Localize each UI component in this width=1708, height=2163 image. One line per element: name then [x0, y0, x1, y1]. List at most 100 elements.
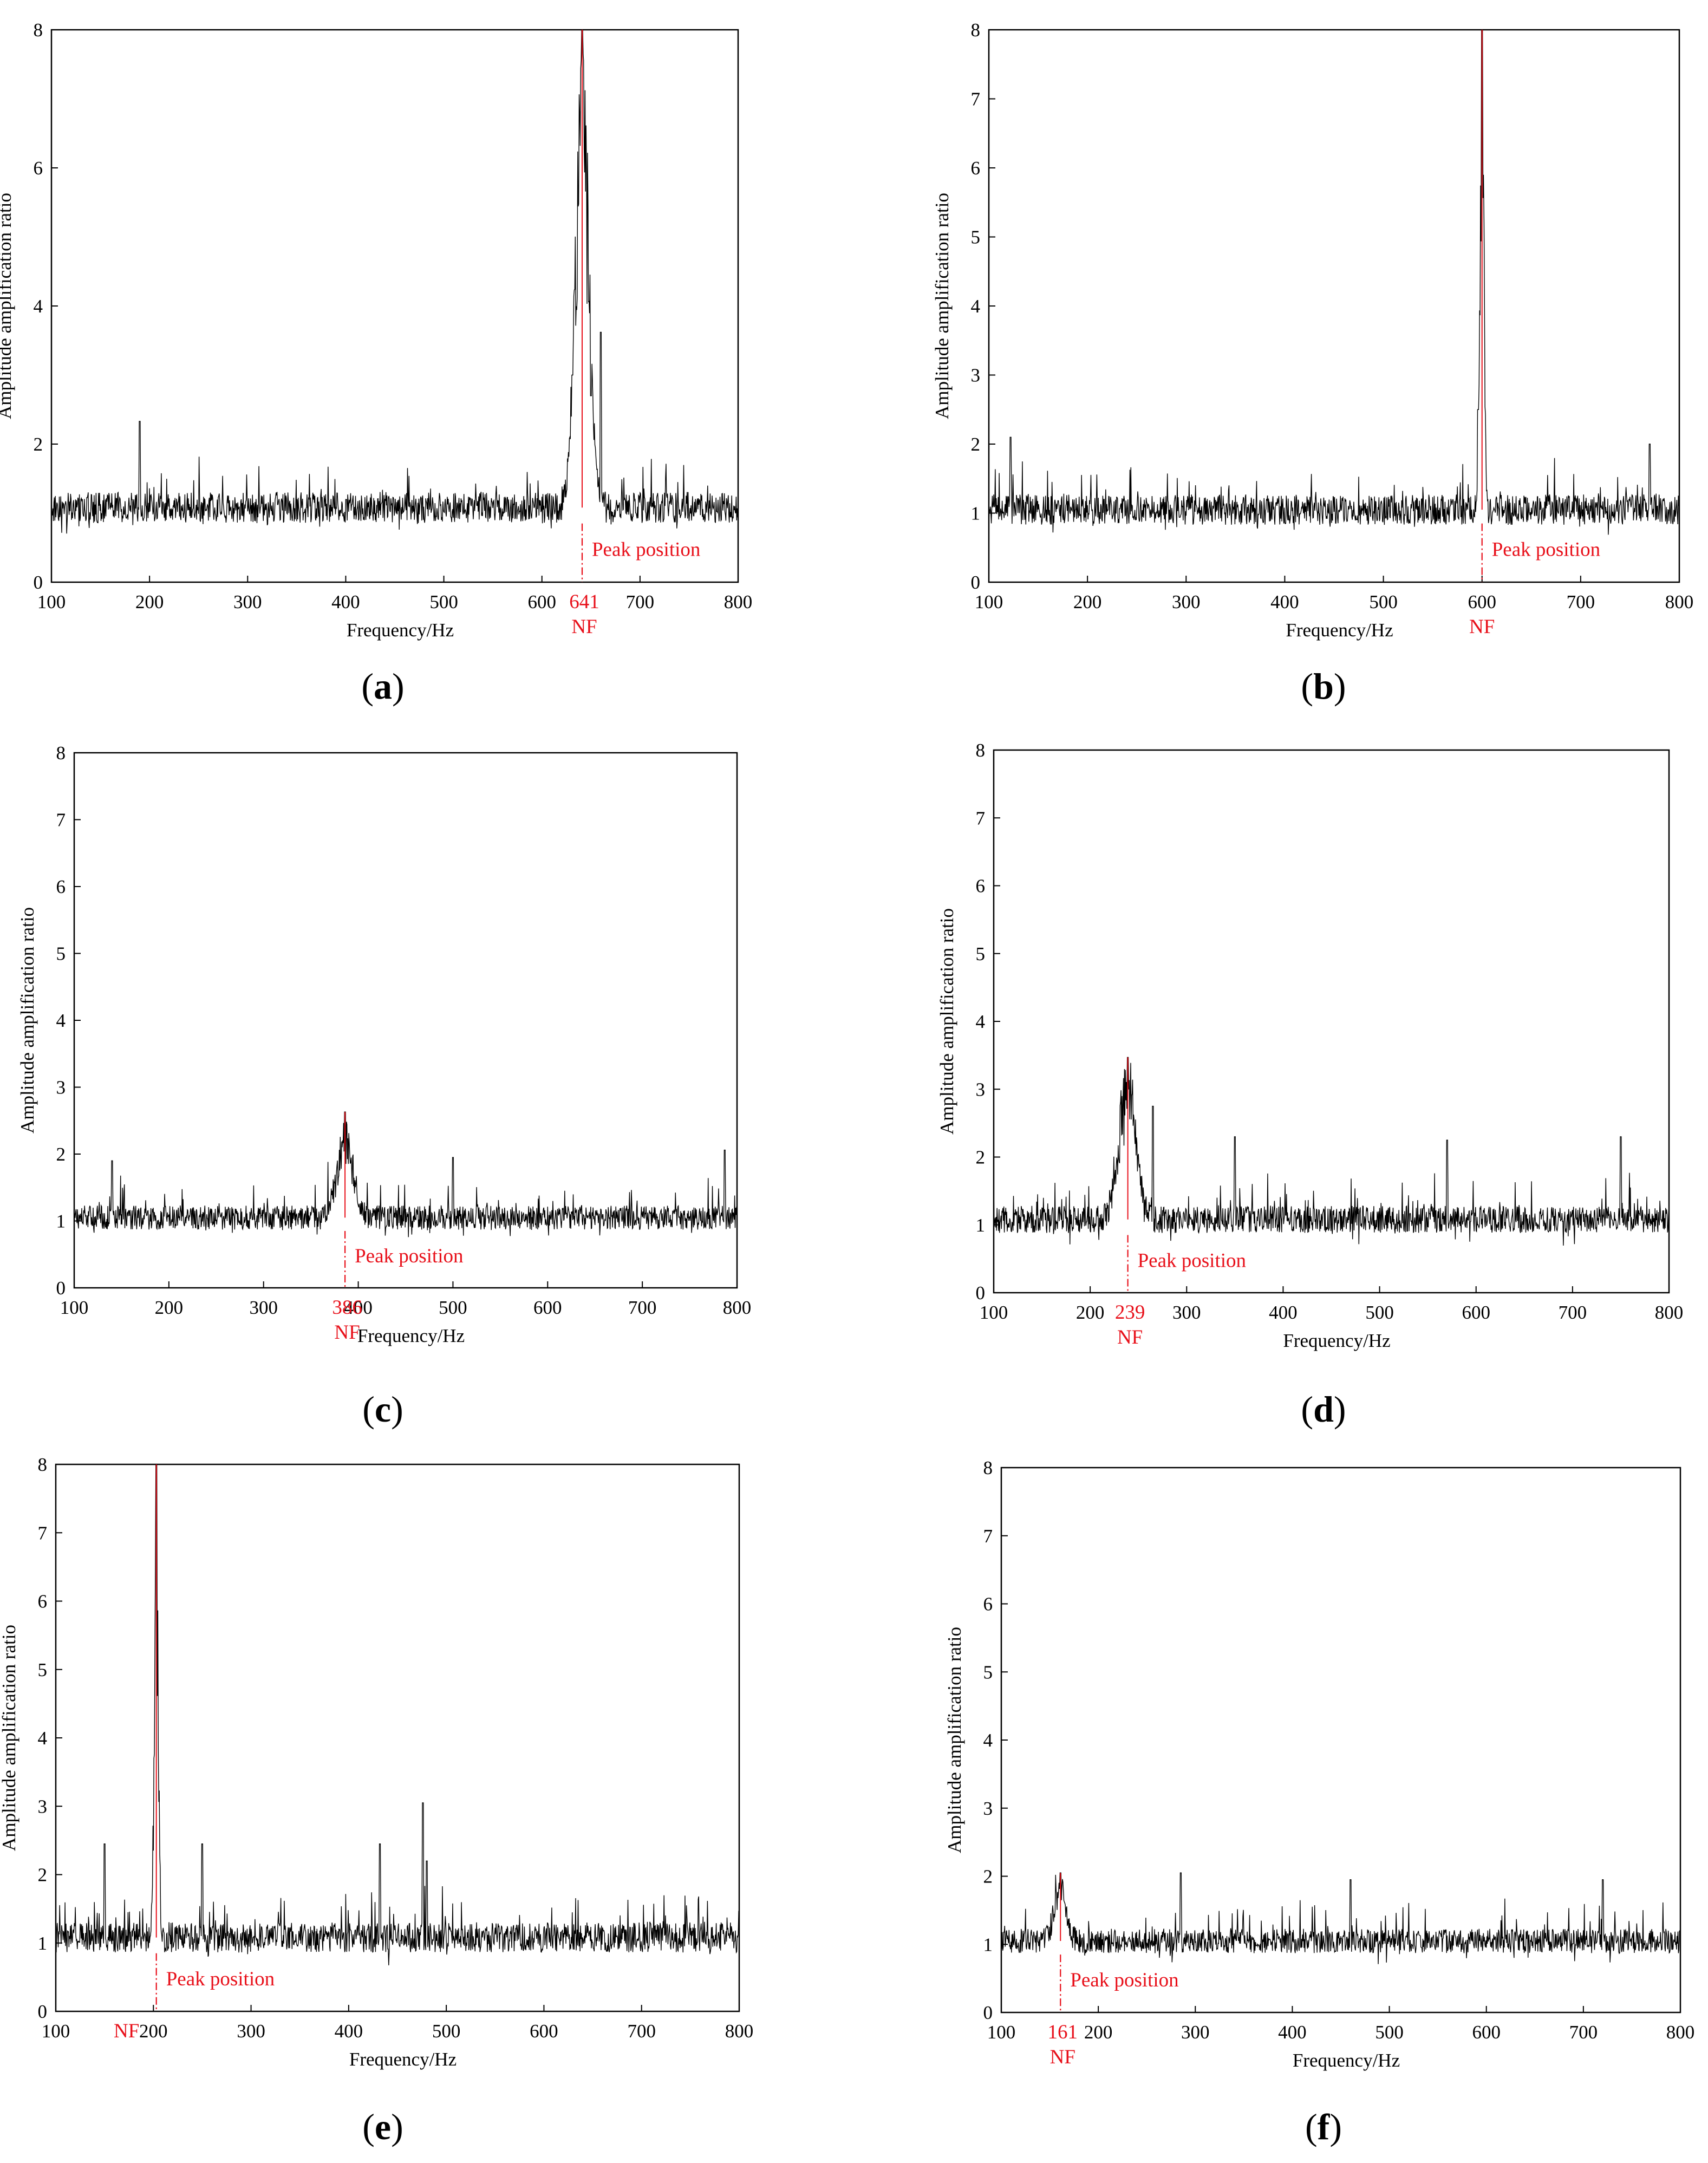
- peak-position-label: Peak position: [1138, 1249, 1246, 1272]
- y-tick-label: 8: [983, 1457, 993, 1478]
- y-tick-label: 7: [56, 810, 66, 831]
- y-tick-label: 5: [971, 227, 981, 248]
- x-tick-label: 200: [135, 591, 164, 613]
- x-tick-label: 800: [723, 1297, 752, 1318]
- x-tick-label: 500: [432, 2021, 461, 2042]
- y-tick-label: 5: [56, 943, 66, 965]
- y-axis-title: Amplitude amplification ratio: [931, 193, 953, 419]
- y-tick-label: 5: [983, 1662, 993, 1683]
- panel-caption: (d): [1301, 1389, 1346, 1430]
- spectrum-series: [988, 29, 1680, 535]
- x-axis-title: Frequency/Hz: [357, 1325, 465, 1346]
- x-axis-title: Frequency/Hz: [1293, 2050, 1400, 2071]
- x-axis-title: Frequency/Hz: [347, 620, 454, 641]
- y-tick-label: 6: [38, 1591, 48, 1612]
- y-tick-label: 8: [38, 1454, 48, 1475]
- y-axis-title: Amplitude amplification ratio: [0, 1625, 19, 1851]
- chart-panel-d: 100 200 300 400 500 600 700 800 0 1 2 3 4 5 6 7 8 Frequen…: [936, 740, 1683, 1430]
- x-tick-label: 100: [37, 591, 66, 613]
- x-tick-label: 200: [139, 2021, 168, 2042]
- y-tick-label: 4: [971, 296, 981, 317]
- x-tick-label: 600: [1462, 1302, 1490, 1323]
- x-tick-label: 500: [439, 1297, 467, 1318]
- x-tick-label: 700: [1559, 1302, 1587, 1323]
- spectrum-series: [51, 29, 739, 534]
- x-tick-label: 100: [975, 591, 1003, 613]
- x-tick-label: 700: [1569, 2022, 1598, 2043]
- x-tick-label: 600: [527, 591, 556, 613]
- x-tick-label: 400: [344, 1297, 373, 1318]
- y-tick-label: 6: [971, 158, 981, 179]
- peak-frequency-label: 239: [1115, 1301, 1145, 1324]
- y-tick-label: 2: [983, 1866, 993, 1887]
- y-tick-label: 3: [983, 1798, 993, 1819]
- x-tick-label: 100: [60, 1297, 89, 1318]
- spectrum-series: [55, 1464, 740, 1966]
- x-tick-label: 800: [1655, 1302, 1684, 1323]
- y-axis-title: Amplitude amplification ratio: [944, 1627, 965, 1853]
- y-tick-label: 8: [56, 742, 66, 764]
- y-tick-label: 1: [983, 1934, 993, 1955]
- x-tick-label: 800: [1666, 2022, 1695, 2043]
- y-tick-label: 2: [34, 434, 43, 455]
- chart-panel-e: 100 200 300 400 500 600 700 800 0 1 2 3 4 5 6 7 8 Frequen…: [0, 1454, 753, 2147]
- y-axis-title: Amplitude amplification ratio: [0, 193, 15, 419]
- spectrum-series: [1001, 1872, 1681, 1964]
- x-tick-label: 300: [249, 1297, 278, 1318]
- panel-caption: (a): [361, 666, 404, 707]
- y-tick-label: 7: [983, 1526, 993, 1547]
- x-tick-label: 700: [626, 591, 655, 613]
- x-tick-label: 100: [42, 2021, 70, 2042]
- y-tick-label: 4: [976, 1011, 986, 1032]
- x-tick-label: 100: [980, 1302, 1008, 1323]
- x-tick-label: 400: [335, 2021, 363, 2042]
- x-tick-label: 500: [1375, 2022, 1404, 2043]
- y-tick-label: 3: [971, 365, 981, 386]
- nf-label: NF: [114, 2020, 139, 2042]
- panel-caption: (f): [1305, 2106, 1342, 2147]
- y-tick-label: 0: [56, 1278, 66, 1299]
- y-tick-label: 1: [971, 503, 981, 524]
- peak-frequency-label: 386: [332, 1297, 362, 1319]
- panel-caption: (c): [362, 1389, 403, 1430]
- x-axis-title: Frequency/Hz: [349, 2049, 457, 2070]
- y-tick-label: 7: [971, 89, 981, 110]
- y-tick-label: 2: [56, 1144, 66, 1165]
- x-tick-label: 500: [429, 591, 458, 613]
- x-tick-label: 400: [1269, 1302, 1298, 1323]
- y-tick-label: 4: [34, 296, 43, 317]
- x-tick-label: 200: [1076, 1302, 1105, 1323]
- x-tick-label: 200: [1073, 591, 1102, 613]
- y-tick-label: 5: [976, 943, 986, 965]
- y-tick-label: 1: [976, 1215, 986, 1236]
- y-tick-label: 6: [34, 158, 43, 179]
- peak-position-label: Peak position: [166, 1968, 275, 1990]
- x-tick-label: 300: [237, 2021, 265, 2042]
- chart-panel-a: 100 200 300 400 500 600 700 800 0 2 4 6 8 Frequency/H…: [0, 19, 752, 707]
- peak-position-label: Peak position: [355, 1245, 463, 1267]
- y-tick-label: 0: [971, 572, 981, 593]
- chart-panel-b: 100 200 300 400 500 600 700 800 0 1 2 3 4 5 6 7 8 Frequen…: [931, 19, 1693, 707]
- peak-position-label: Peak position: [1070, 1969, 1178, 1991]
- y-tick-label: 1: [56, 1211, 66, 1232]
- x-tick-label: 800: [724, 591, 753, 613]
- y-tick-label: 3: [38, 1796, 48, 1817]
- y-tick-label: 4: [983, 1730, 993, 1751]
- y-tick-label: 8: [971, 19, 981, 41]
- y-tick-label: 3: [976, 1079, 986, 1100]
- y-tick-label: 0: [983, 2002, 993, 2023]
- x-tick-label: 800: [725, 2021, 754, 2042]
- x-tick-label: 300: [1181, 2022, 1210, 2043]
- y-axis-title: Amplitude amplification ratio: [17, 907, 38, 1133]
- chart-panel-f: 100 200 300 400 500 600 700 800 0 1 2 3 4 5 6 7 8 Frequen…: [944, 1457, 1694, 2147]
- x-tick-label: 700: [1567, 591, 1595, 613]
- y-tick-label: 2: [971, 434, 981, 455]
- x-tick-label: 800: [1665, 591, 1694, 613]
- y-tick-label: 5: [38, 1659, 48, 1680]
- x-tick-label: 400: [1278, 2022, 1307, 2043]
- x-tick-label: 600: [530, 2021, 558, 2042]
- y-tick-label: 7: [38, 1522, 48, 1543]
- x-tick-label: 500: [1365, 1302, 1394, 1323]
- y-tick-label: 8: [976, 740, 986, 761]
